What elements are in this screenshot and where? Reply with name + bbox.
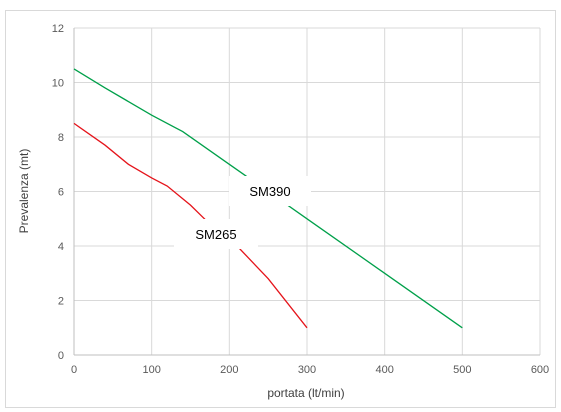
series-label-box — [174, 219, 258, 249]
chart-frame — [5, 10, 556, 408]
series-label-box — [229, 176, 311, 206]
tick-labels: 0 100 200 300 400 500 600 0 2 4 6 8 10 12 — [52, 23, 549, 376]
x-tick-label: 100 — [142, 364, 160, 376]
y-tick-label: 0 — [58, 350, 64, 362]
y-axis-title: Prevalenza (mt) — [17, 149, 31, 234]
series-line-sm390 — [73, 68, 463, 329]
y-tick-label: 6 — [58, 187, 64, 199]
x-axis-title: portata (lt/min) — [267, 386, 344, 400]
x-tick-label: 0 — [71, 364, 77, 376]
y-tick-label: 8 — [58, 132, 64, 144]
axes — [73, 28, 540, 356]
x-tick-label: 600 — [531, 364, 549, 376]
x-tick-label: 500 — [453, 364, 471, 376]
y-tick-label: 2 — [58, 296, 64, 308]
y-tick-label: 4 — [58, 241, 64, 253]
series-label-sm265: SM265 — [195, 227, 236, 242]
x-tick-label: 300 — [298, 364, 316, 376]
series-label-sm390: SM390 — [249, 184, 290, 199]
series — [73, 68, 463, 329]
series-labels: SM390 SM265 — [174, 176, 311, 249]
series-line-sm265 — [73, 122, 308, 329]
x-tick-label: 200 — [220, 364, 238, 376]
x-tick-label: 400 — [375, 364, 393, 376]
y-tick-label: 10 — [52, 78, 64, 90]
y-tick-label: 12 — [52, 23, 64, 35]
